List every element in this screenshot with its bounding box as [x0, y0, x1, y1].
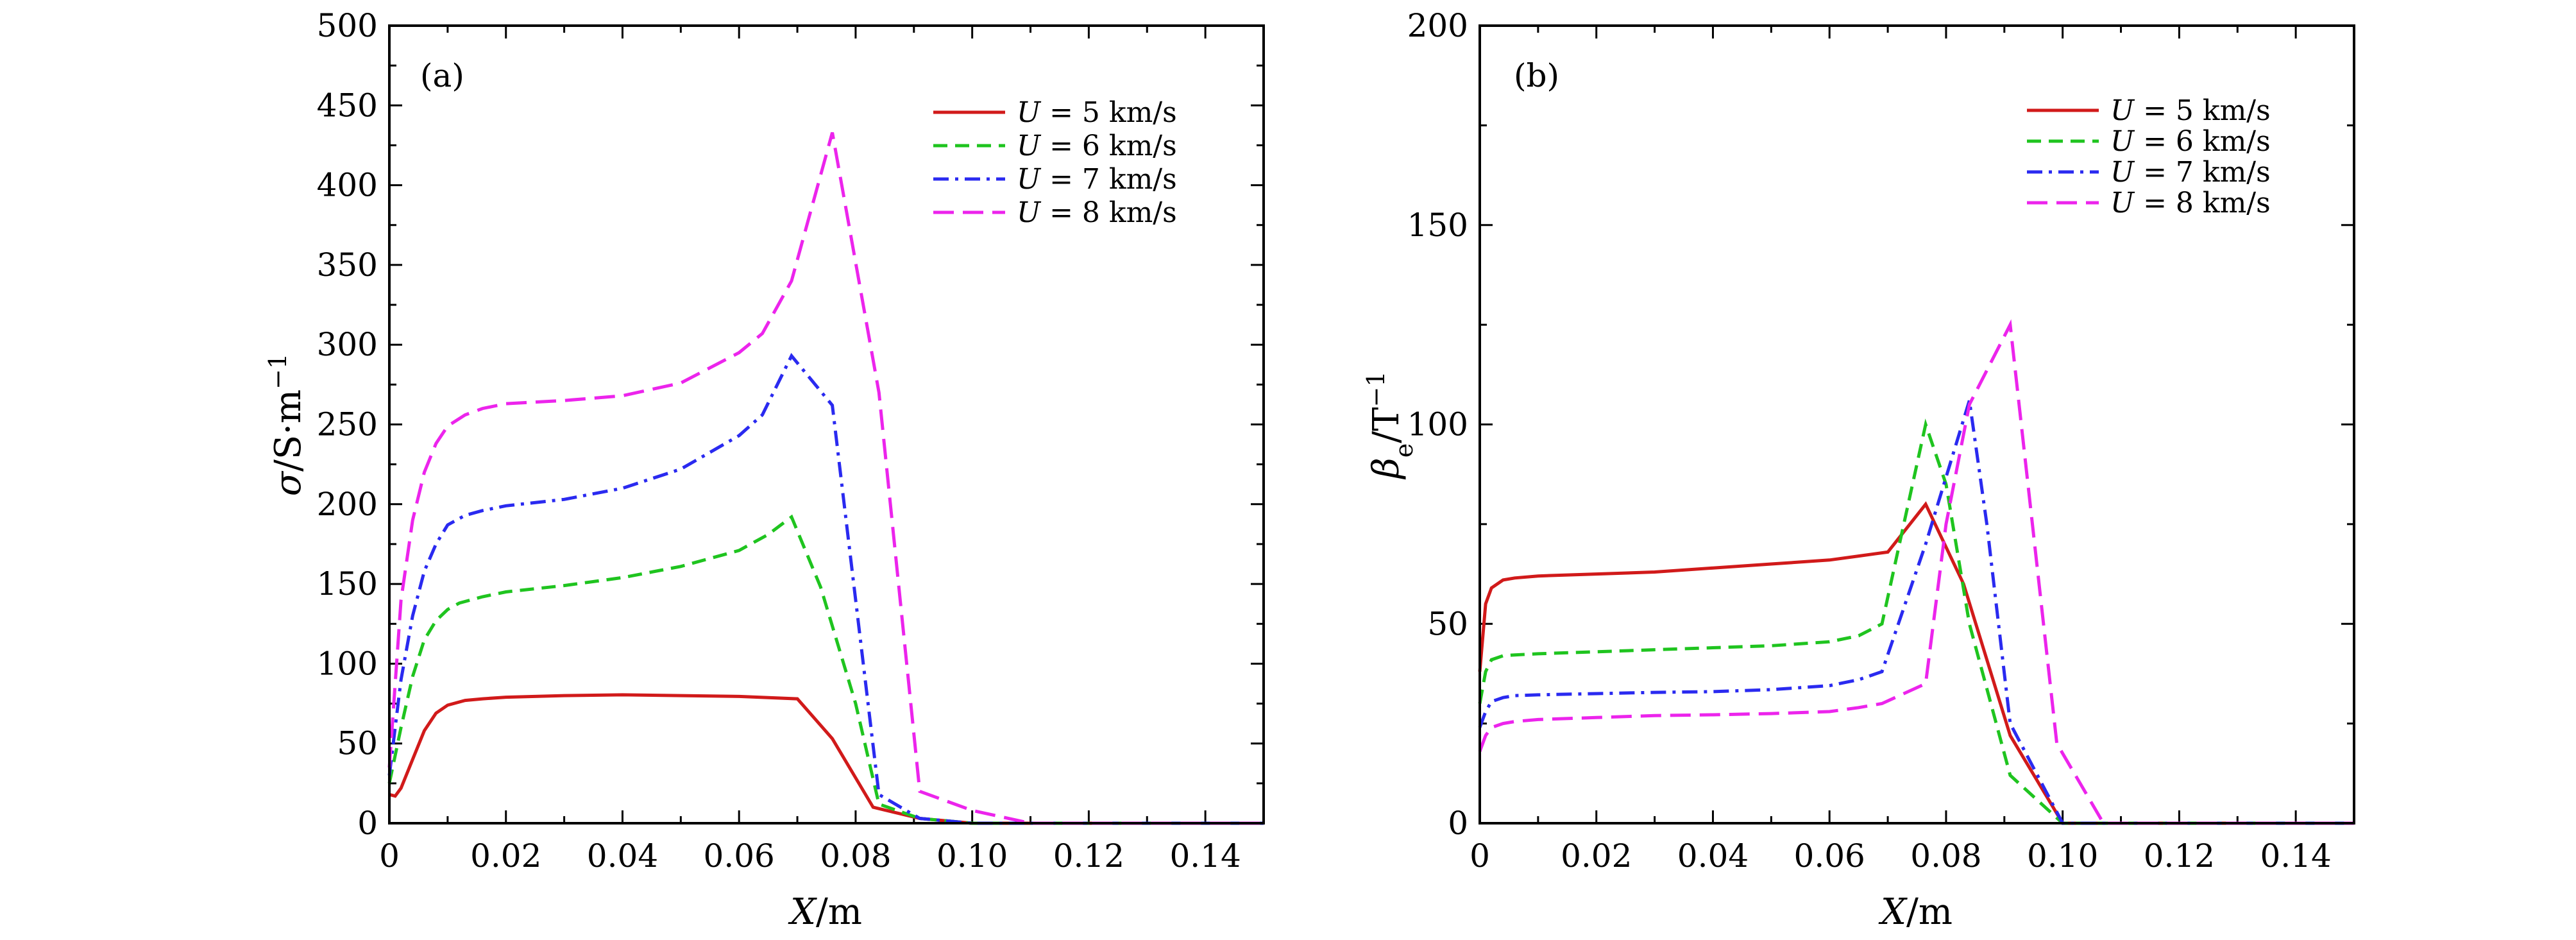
- panel-b-x-axis-label: X/m: [1878, 891, 1953, 933]
- x-tick-label: 0.08: [820, 837, 891, 875]
- x-tick-label: 0.14: [2260, 837, 2331, 875]
- panel-b-y-tick-labels: 0 50 100 150 200: [1407, 7, 1468, 842]
- panel-b-legend: U = 5 km/sU = 6 km/sU = 7 km/sU = 8 km/s: [2027, 94, 2271, 219]
- panel-b-series: [1480, 325, 2354, 823]
- legend-entry-1: U = 5 km/s: [1017, 96, 1177, 129]
- panel-a-x-tick-labels: 0 0.02 0.04 0.06 0.08 0.10 0.12 0.14: [379, 837, 1241, 875]
- y-tick-label: 50: [337, 725, 378, 762]
- panel-a: 0 50 100 150 200 250 300 350 400 450 500 0 0.02 0.04…: [264, 7, 1264, 933]
- legend-entry-2: U = 6 km/s: [1017, 130, 1177, 162]
- y-tick-label: 100: [317, 645, 378, 682]
- legend-entry-3: U = 7 km/s: [2110, 156, 2271, 189]
- x-tick-label: 0.10: [936, 837, 1008, 875]
- x-tick-label: 0.06: [1794, 837, 1865, 875]
- y-tick-label: 200: [1407, 7, 1468, 44]
- legend-entry-2: U = 6 km/s: [2110, 125, 2271, 158]
- panel-a-series: [389, 133, 1264, 823]
- legend-entry-3: U = 7 km/s: [1017, 163, 1177, 196]
- y-tick-label: 200: [317, 486, 378, 523]
- x-tick-label: 0.02: [1561, 837, 1632, 875]
- x-tick-label: 0: [1470, 837, 1490, 875]
- y-tick-label: 350: [317, 246, 378, 284]
- legend-entry-4: U = 8 km/s: [1017, 196, 1177, 229]
- y-tick-label: 100: [1407, 406, 1468, 443]
- x-tick-label: 0.04: [1677, 837, 1749, 875]
- series-line-3: [1480, 400, 2354, 823]
- panel-a-x-axis-label: X/m: [788, 891, 862, 933]
- panel-a-legend: U = 5 km/sU = 6 km/sU = 7 km/sU = 8 km/s: [933, 96, 1177, 229]
- figure: 050100150200250300350400450500 0 0.02 0.04…: [0, 0, 2576, 940]
- y-tick-label: 400: [317, 167, 378, 204]
- panel-a-label: (a): [420, 57, 464, 94]
- x-tick-label: 0.06: [704, 837, 775, 875]
- x-tick-label: 0.04: [587, 837, 658, 875]
- panel-a-y-axis-label: σ/S·m−1: [264, 354, 309, 496]
- y-tick-label: 0: [357, 805, 378, 842]
- series-line-2: [389, 517, 1264, 823]
- x-tick-label: 0.12: [1053, 837, 1124, 875]
- legend-entry-1: U = 5 km/s: [2110, 94, 2271, 127]
- series-line-2: [1480, 425, 2354, 824]
- y-tick-label: 0: [1448, 805, 1468, 842]
- x-tick-label: 0.12: [2144, 837, 2215, 875]
- x-tick-label: 0: [379, 837, 400, 875]
- panel-b: 0 50 100 150 200 0 0.02 0.04 0.06 0.08 0.10 0.12 0.…: [1362, 7, 2354, 933]
- y-tick-label: 300: [317, 326, 378, 363]
- series-line-4: [389, 133, 1264, 823]
- panel-b-label: (b): [1514, 57, 1559, 94]
- x-tick-label: 0.08: [1910, 837, 1981, 875]
- y-tick-label: 450: [317, 87, 378, 124]
- y-tick-label: 250: [317, 406, 378, 443]
- y-tick-label: 50: [1427, 605, 1468, 642]
- panel-b-x-tick-labels: 0 0.02 0.04 0.06 0.08 0.10 0.12 0.14: [1470, 837, 2332, 875]
- x-tick-label: 0.14: [1169, 837, 1241, 875]
- panel-a-y-tick-labels: 0 50 100 150 200 250 300 350 400 450 500: [317, 7, 378, 842]
- x-tick-label: 0.02: [470, 837, 541, 875]
- y-tick-label: 500: [317, 7, 378, 44]
- x-tick-label: 0.10: [2027, 837, 2098, 875]
- y-tick-label: 150: [317, 565, 378, 602]
- y-tick-label: 150: [1407, 207, 1468, 244]
- series-line-1: [389, 695, 1264, 823]
- series-line-1: [1480, 504, 2354, 823]
- legend-entry-4: U = 8 km/s: [2110, 187, 2271, 219]
